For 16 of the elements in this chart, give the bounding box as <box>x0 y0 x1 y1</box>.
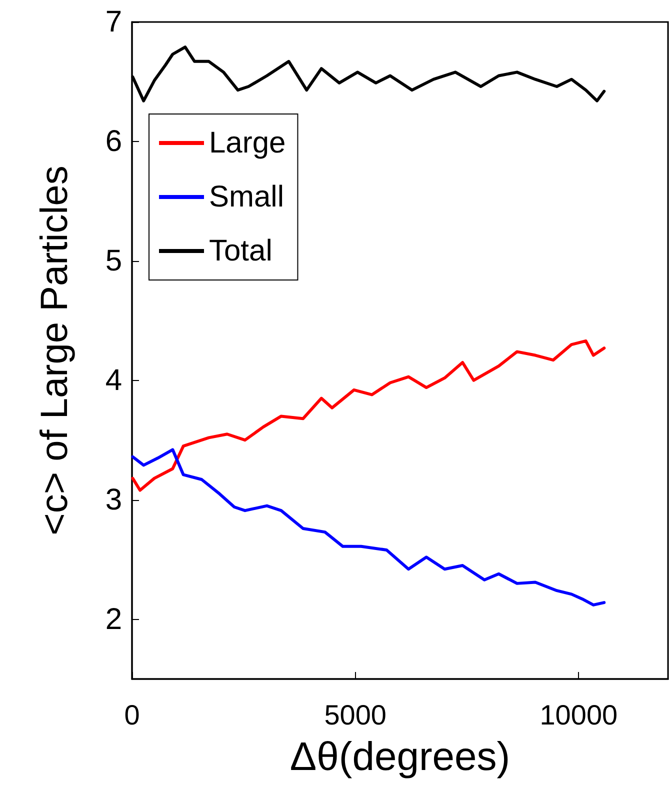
y-tick-label: 5 <box>105 244 122 278</box>
y-tick-label: 2 <box>105 602 122 636</box>
legend-label: Small <box>209 180 284 214</box>
x-tick-label: 10000 <box>540 700 618 730</box>
legend-label: Total <box>209 234 272 268</box>
y-tick-label: 6 <box>105 124 122 158</box>
y-tick-label: 4 <box>105 364 122 397</box>
x-tick-label: 5000 <box>324 700 386 730</box>
line-series <box>131 448 606 606</box>
x-tick-label: 0 <box>124 700 140 730</box>
x-axis-title: Δθ(degrees) <box>290 735 510 779</box>
line-series <box>131 339 606 492</box>
y-tick-label: 3 <box>105 483 122 516</box>
y-tick-label: 7 <box>105 6 122 38</box>
y-axis-title: <c> of Large Particles <box>34 166 76 536</box>
legend-label: Large <box>209 126 286 160</box>
